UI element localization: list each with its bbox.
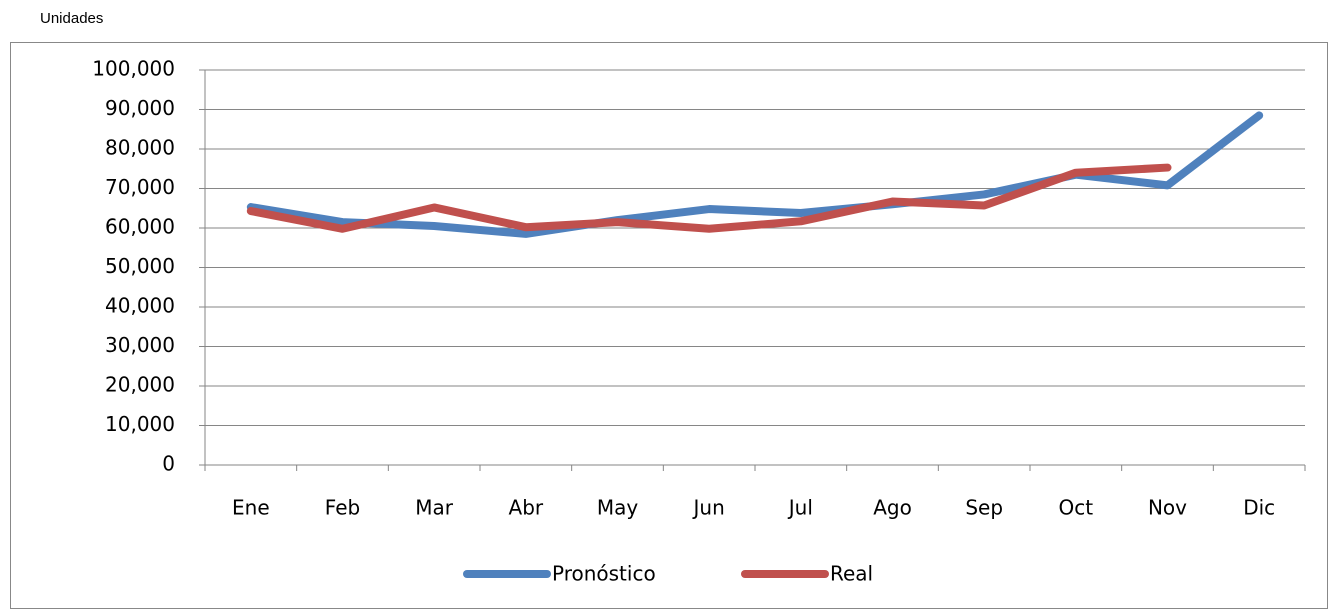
y-tick-label: 50,000 (105, 254, 175, 278)
legend-label: Real (830, 562, 873, 586)
y-tick-label: 90,000 (105, 96, 175, 120)
x-tick-label: Ene (232, 496, 270, 520)
y-tick-label: 40,000 (105, 294, 175, 318)
y-axis-label: Unidades (40, 10, 103, 27)
x-tick-label: May (597, 496, 639, 520)
y-tick-label: 20,000 (105, 373, 175, 397)
y-tick-label: 30,000 (105, 333, 175, 357)
x-tick-label: Feb (325, 496, 360, 520)
x-tick-label: Oct (1059, 496, 1094, 520)
y-tick-label: 70,000 (105, 175, 175, 199)
x-tick-label: Abr (509, 496, 544, 520)
y-tick-label: 80,000 (105, 136, 175, 160)
x-tick-label: Jul (787, 496, 813, 520)
legend-label: Pronóstico (552, 562, 656, 586)
x-tick-label: Jun (692, 496, 725, 520)
chart-border (10, 42, 1328, 609)
y-tick-label: 0 (162, 452, 175, 476)
x-tick-label: Mar (415, 496, 454, 520)
y-tick-label: 100,000 (92, 57, 175, 81)
x-tick-label: Sep (965, 496, 1003, 520)
series-line (246, 163, 1172, 233)
x-tick-label: Nov (1148, 496, 1187, 520)
y-tick-label: 60,000 (105, 215, 175, 239)
x-tick-label: Dic (1243, 496, 1275, 520)
y-tick-label: 10,000 (105, 412, 175, 436)
x-tick-label: Ago (873, 496, 912, 520)
series-line (246, 111, 1264, 238)
